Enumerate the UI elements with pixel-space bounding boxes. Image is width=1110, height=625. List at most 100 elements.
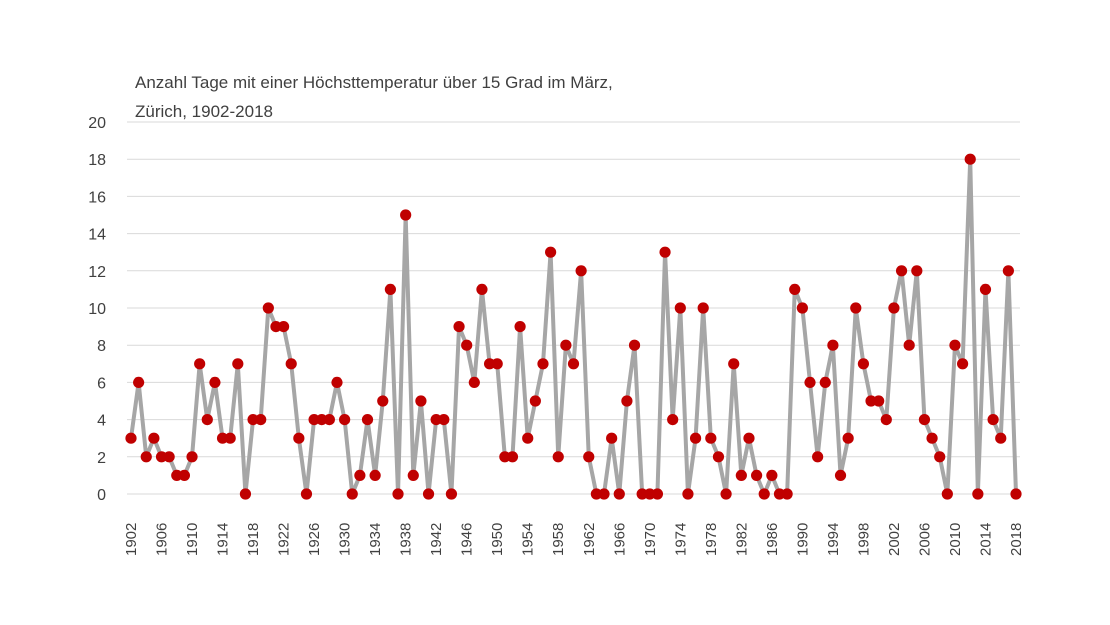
data-point-1998 — [857, 358, 870, 370]
x-tick-label: 2002 — [886, 523, 903, 556]
x-tick-label: 2010 — [947, 523, 964, 556]
data-point-1924 — [293, 432, 305, 444]
x-tick-label: 1982 — [733, 523, 750, 556]
data-point-2007 — [926, 432, 938, 444]
data-point-1979 — [712, 451, 725, 463]
x-tick-label: 1922 — [276, 523, 293, 556]
data-point-2008 — [934, 451, 946, 463]
data-point-2018 — [1010, 488, 1022, 500]
data-point-1936 — [384, 283, 396, 295]
data-point-1972 — [659, 246, 671, 258]
y-tick-label: 4 — [97, 413, 106, 430]
data-point-1939 — [407, 469, 419, 481]
x-tick-label: 1990 — [794, 523, 811, 556]
data-point-1916 — [232, 358, 244, 370]
data-point-1961 — [575, 265, 587, 277]
x-tick-label: 1942 — [428, 523, 445, 556]
data-point-1922 — [277, 321, 290, 333]
data-point-2009 — [941, 488, 953, 500]
x-tick-label: 1918 — [245, 523, 262, 556]
data-point-1929 — [331, 376, 343, 388]
x-tick-label: 1906 — [154, 523, 171, 556]
data-point-1928 — [323, 414, 335, 426]
data-point-1904 — [140, 451, 152, 463]
data-point-1940 — [415, 395, 427, 407]
data-point-1981 — [728, 358, 740, 370]
data-point-2002 — [888, 302, 900, 314]
data-point-1905 — [148, 432, 160, 444]
data-point-1989 — [789, 283, 801, 295]
y-tick-label: 12 — [88, 264, 106, 281]
y-axis-tick-labels: 0 2 4 6 8 10 12 14 16 18 20 — [88, 115, 106, 504]
data-point-2016 — [995, 432, 1007, 444]
y-tick-label: 2 — [97, 450, 106, 467]
data-point-1932 — [354, 469, 366, 481]
series-line — [129, 157, 1018, 496]
y-tick-label: 0 — [97, 487, 106, 504]
x-tick-label: 1974 — [672, 523, 689, 556]
data-point-1958 — [552, 451, 564, 463]
data-point-1937 — [392, 488, 404, 500]
x-tick-label: 1950 — [489, 523, 506, 556]
data-point-1933 — [361, 414, 374, 426]
data-point-1971 — [651, 488, 664, 500]
y-tick-label: 18 — [88, 152, 106, 169]
x-tick-label: 1926 — [306, 523, 323, 556]
x-tick-label: 1902 — [123, 523, 140, 556]
data-point-1985 — [758, 488, 770, 500]
data-point-2010 — [949, 339, 961, 351]
data-point-1993 — [819, 376, 831, 388]
data-point-1954 — [522, 432, 534, 444]
x-tick-label: 1962 — [581, 523, 598, 556]
data-point-1996 — [842, 432, 854, 444]
data-point-1991 — [804, 376, 816, 388]
y-gridlines — [127, 121, 1020, 495]
data-point-1997 — [850, 302, 862, 314]
x-tick-label: 1914 — [215, 523, 232, 556]
data-point-1907 — [163, 451, 175, 463]
y-tick-label: 6 — [97, 375, 106, 392]
series-polyline — [129, 157, 1018, 496]
data-point-1911 — [194, 358, 206, 370]
data-point-1982 — [735, 469, 747, 481]
data-point-1944 — [445, 488, 458, 500]
x-tick-label: 1986 — [764, 523, 781, 556]
data-point-1952 — [506, 451, 519, 463]
data-point-2011 — [956, 358, 969, 370]
data-point-1980 — [720, 488, 732, 500]
data-point-1947 — [468, 376, 480, 388]
data-point-1956 — [537, 358, 549, 370]
x-tick-label: 2014 — [977, 523, 994, 556]
data-point-1994 — [827, 339, 839, 351]
data-point-1978 — [705, 432, 717, 444]
chart-title: Anzahl Tage mit einer Höchsttemperatur ü… — [135, 73, 613, 121]
x-tick-label: 1946 — [459, 523, 476, 556]
x-tick-label: 1958 — [550, 523, 567, 556]
data-point-1957 — [545, 246, 557, 258]
data-point-1923 — [285, 358, 297, 370]
data-point-2001 — [880, 414, 892, 426]
data-point-1966 — [613, 488, 625, 500]
data-point-1934 — [369, 469, 381, 481]
data-point-2003 — [895, 265, 908, 277]
data-point-1960 — [567, 358, 580, 370]
data-point-1909 — [178, 469, 191, 481]
data-point-1925 — [300, 488, 313, 500]
data-point-1913 — [209, 376, 221, 388]
x-tick-label: 1970 — [642, 523, 659, 556]
data-point-1950 — [491, 358, 503, 370]
data-point-1931 — [346, 488, 358, 500]
data-point-1948 — [476, 283, 488, 295]
data-points — [125, 153, 1022, 500]
data-point-1945 — [453, 321, 465, 333]
x-tick-label: 2018 — [1008, 523, 1025, 556]
data-point-1983 — [743, 432, 755, 444]
data-point-1917 — [239, 488, 252, 500]
data-point-1912 — [201, 414, 213, 426]
data-point-2000 — [873, 395, 885, 407]
data-point-1967 — [621, 395, 633, 407]
data-point-1988 — [781, 488, 793, 500]
data-point-1953 — [514, 321, 526, 333]
data-point-1959 — [560, 339, 572, 351]
